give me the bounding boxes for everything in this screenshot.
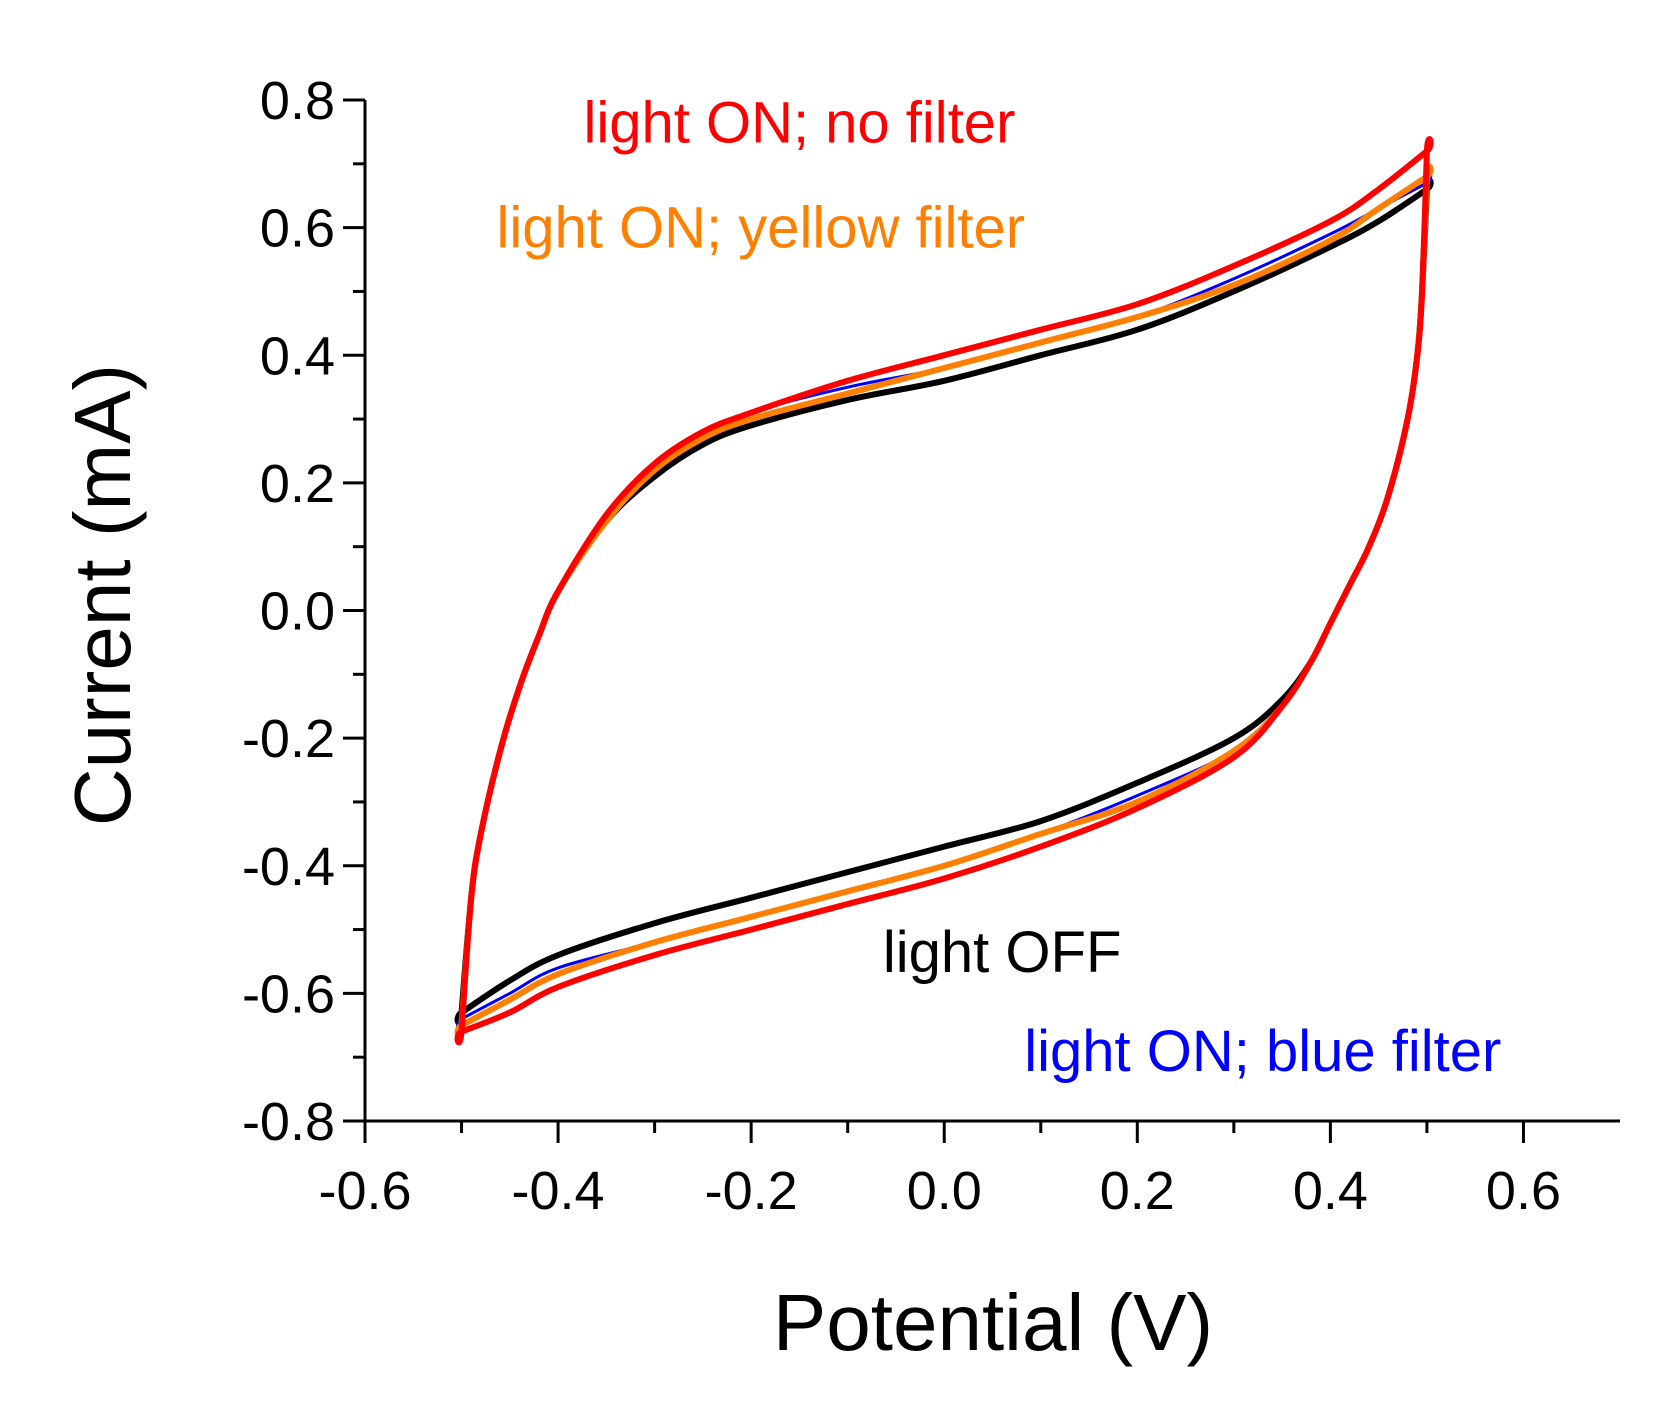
x-tick-label: 0.2 [1100, 1161, 1175, 1221]
series-line-light-off [454, 177, 1434, 1026]
annotation-layer: light ON; no filter light ON; yellow filt… [497, 90, 1502, 1083]
y-axis-title: Current (mA) [58, 364, 147, 826]
y-tick-label: 0.4 [260, 326, 335, 386]
y-tick-label: -0.6 [242, 964, 335, 1024]
series-line-light-on-blue-filter [456, 172, 1433, 1031]
x-axis-title: Potential (V) [773, 1278, 1213, 1367]
y-tick-label: -0.4 [242, 837, 335, 897]
axes: 0.8 0.6 0.4 0.2 0.0 -0.2 -0.4 -0.6 -0.8 -0.6 -0.4 -… [242, 71, 1620, 1221]
annotation-light-on-no-filter: light ON; no filter [583, 90, 1015, 155]
series-line-light-on-no-filter [454, 136, 1434, 1046]
series-line-light-on-yellow-filter [454, 163, 1434, 1039]
annotation-light-on-blue-filter: light ON; blue filter [1024, 1019, 1501, 1084]
y-tick-label: -0.8 [242, 1092, 335, 1152]
x-tick-label: 0.0 [907, 1161, 982, 1221]
y-tick-label: 0.6 [260, 199, 335, 259]
series-layer [454, 136, 1434, 1046]
annotation-light-on-yellow-filter: light ON; yellow filter [497, 196, 1026, 261]
y-tick-label: 0.2 [260, 454, 335, 514]
x-tick-label: 0.4 [1293, 1161, 1368, 1221]
y-tick-label: 0.8 [260, 71, 335, 131]
x-tick-label: 0.6 [1486, 1161, 1561, 1221]
annotation-light-off: light OFF [883, 920, 1122, 985]
y-tick-label: -0.2 [242, 709, 335, 769]
y-tick-label: 0.0 [260, 582, 335, 642]
x-tick-label: -0.2 [705, 1161, 798, 1221]
x-tick-label: -0.4 [512, 1161, 605, 1221]
x-tick-label: -0.6 [318, 1161, 411, 1221]
